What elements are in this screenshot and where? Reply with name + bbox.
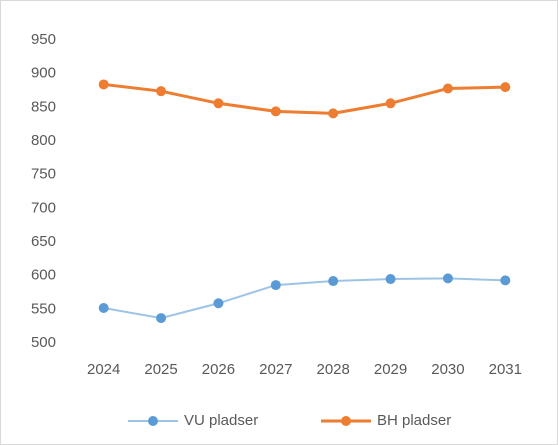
- x-tick-label: 2027: [259, 361, 292, 378]
- point: [500, 82, 511, 93]
- point: [328, 108, 339, 119]
- point: [328, 276, 339, 287]
- legend-label: VU pladser: [184, 412, 258, 429]
- y-tick-label: 700: [31, 199, 56, 216]
- y-tick-label: 800: [31, 132, 56, 149]
- x-tick-label: 2028: [317, 361, 350, 378]
- point: [270, 280, 281, 291]
- x-tick-label: 2026: [202, 361, 235, 378]
- y-tick-label: 500: [31, 334, 56, 351]
- y-tick-label: 900: [31, 65, 56, 82]
- x-tick-label: 2025: [144, 361, 177, 378]
- point: [442, 273, 453, 284]
- point: [385, 274, 396, 285]
- point: [156, 86, 167, 97]
- legend-label: BH pladser: [377, 412, 451, 429]
- point: [500, 275, 511, 286]
- point: [156, 313, 167, 324]
- y-tick-label: 850: [31, 98, 56, 115]
- x-tick-label: 2024: [87, 361, 120, 378]
- y-tick-label: 650: [31, 233, 56, 250]
- y-tick-label: 750: [31, 166, 56, 183]
- point: [270, 106, 281, 117]
- y-tick-label: 950: [31, 31, 56, 48]
- series-line: [103, 277, 506, 320]
- point: [98, 302, 109, 313]
- x-tick-label: 2031: [489, 361, 522, 378]
- y-tick-label: 600: [31, 267, 56, 284]
- legend-marker: [341, 416, 351, 426]
- point: [98, 79, 109, 90]
- legend-marker: [148, 416, 158, 426]
- point: [442, 83, 453, 94]
- y-tick-label: 550: [31, 300, 56, 317]
- x-tick-label: 2030: [431, 361, 464, 378]
- point: [213, 298, 224, 309]
- point: [385, 98, 396, 109]
- series-line: [103, 82, 506, 115]
- x-tick-label: 2029: [374, 361, 407, 378]
- point: [213, 98, 224, 109]
